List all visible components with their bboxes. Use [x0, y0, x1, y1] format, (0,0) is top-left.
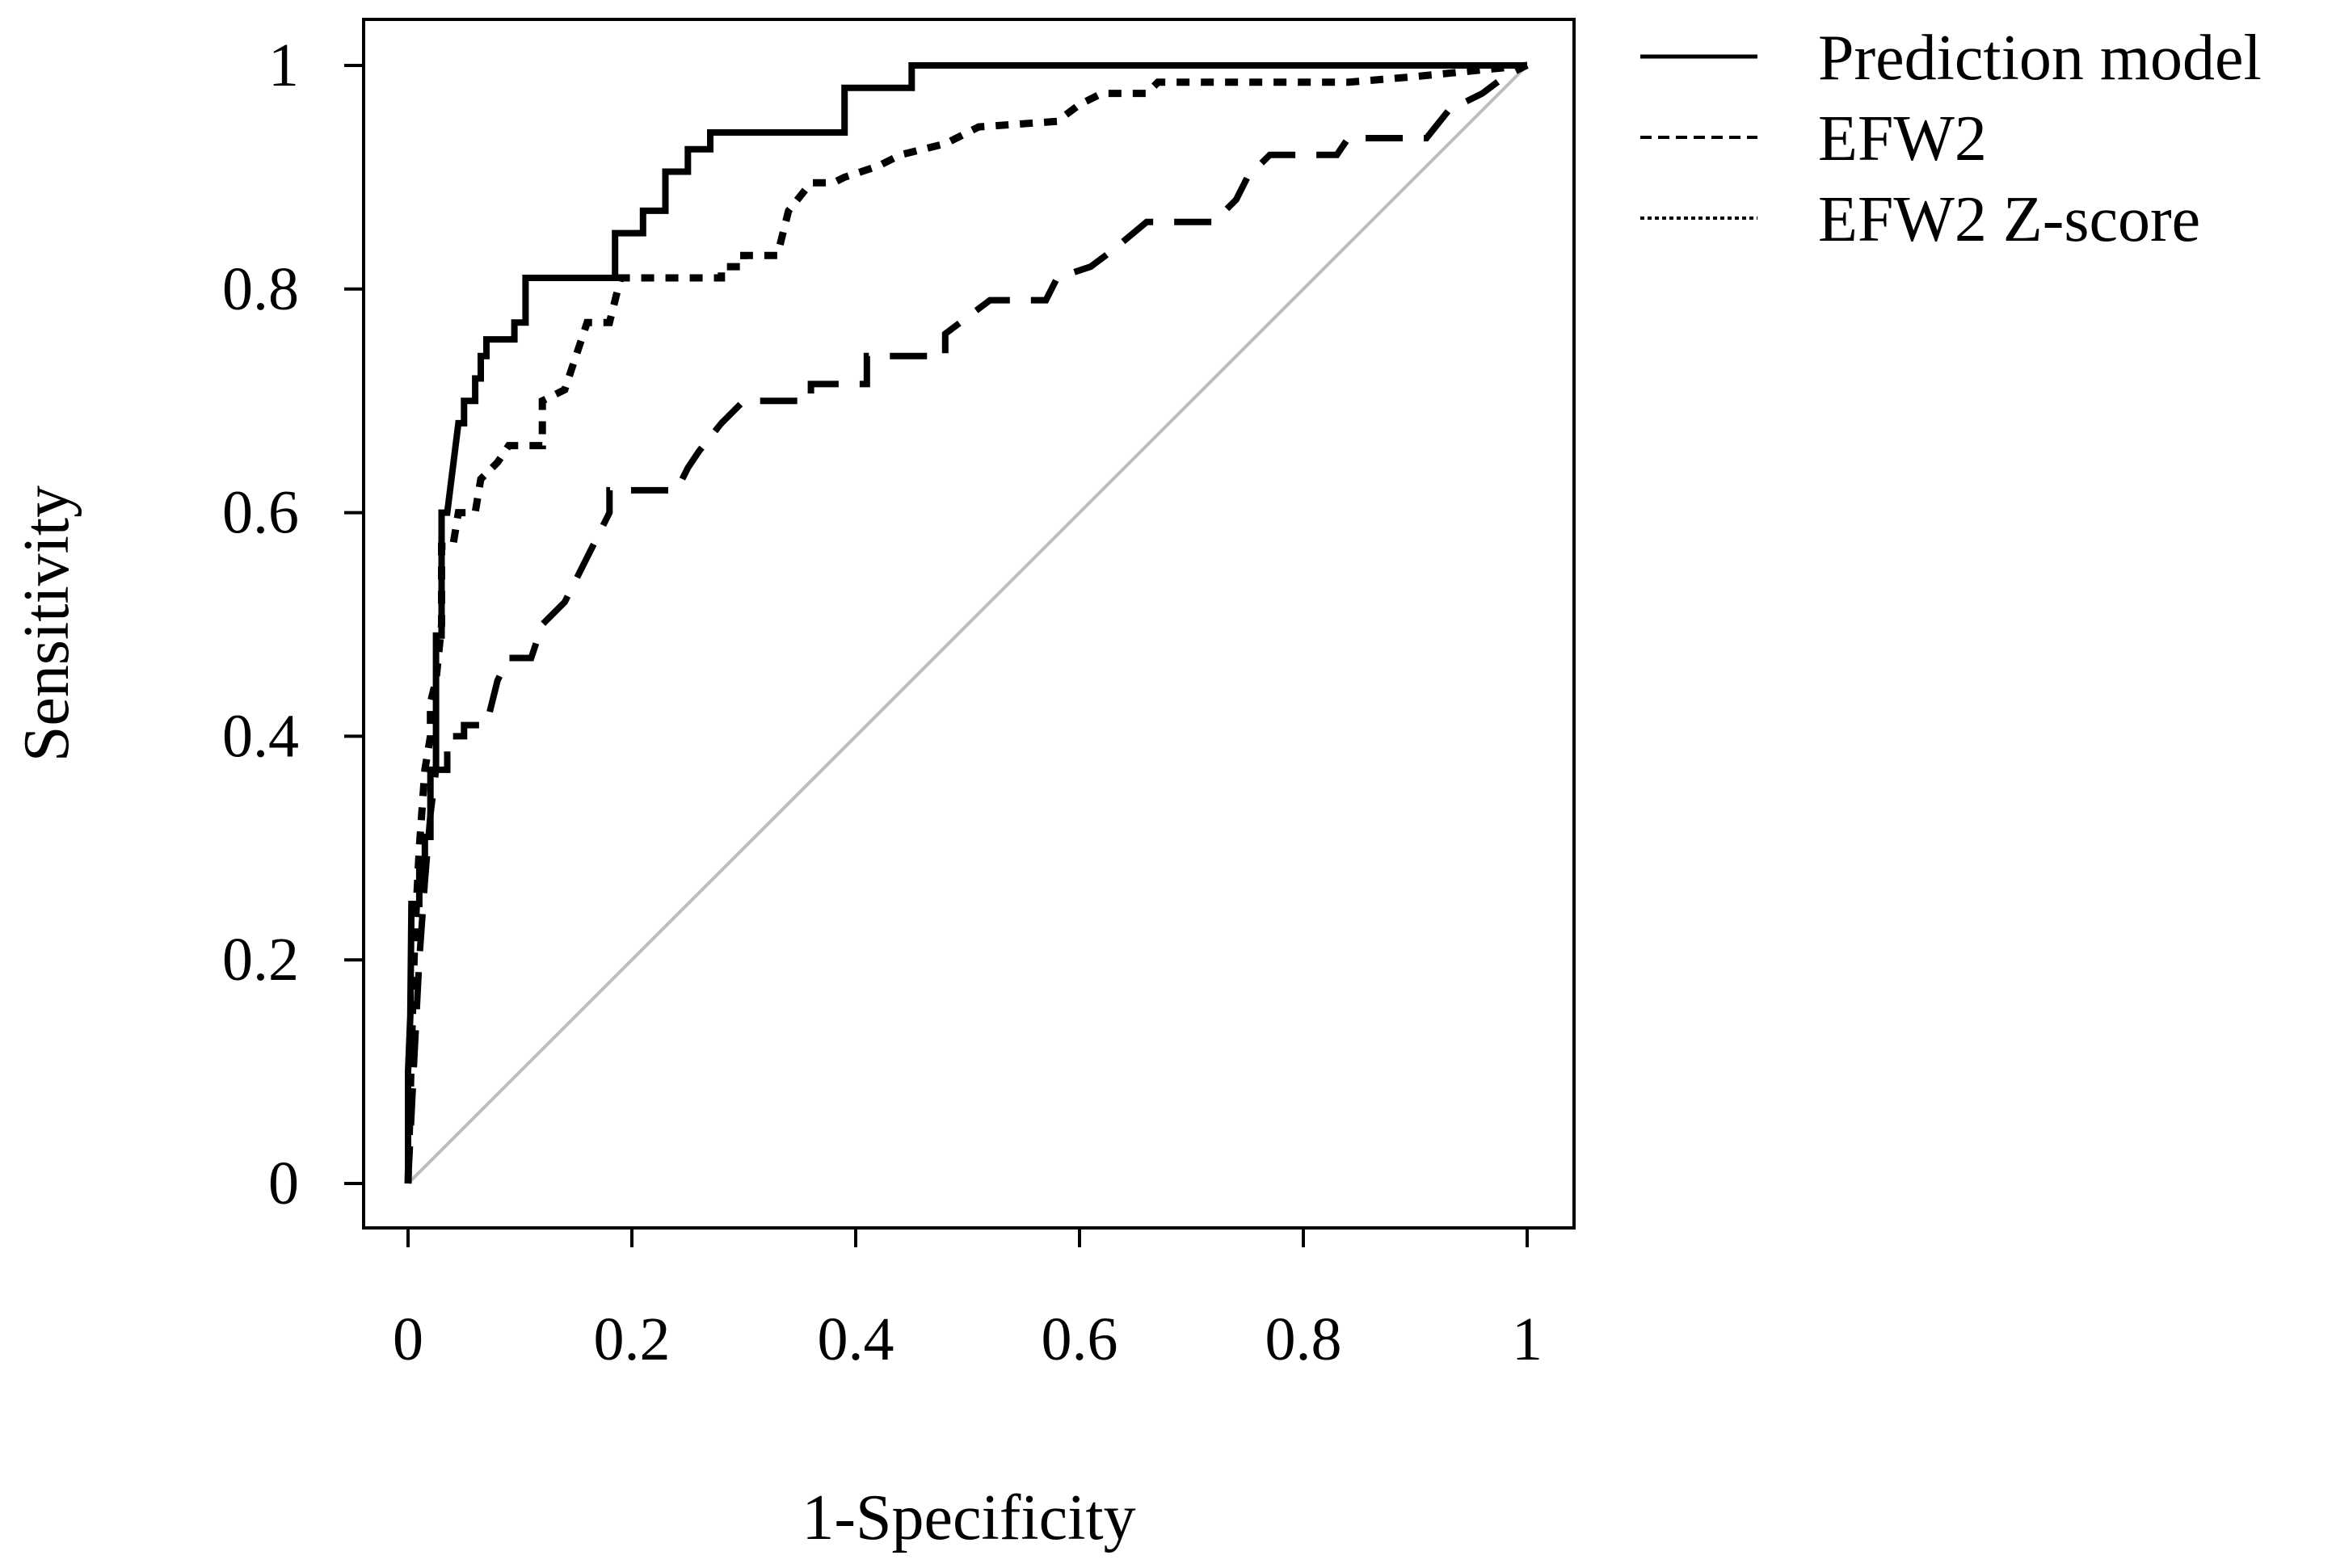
- x-tick-label: 0: [393, 1305, 423, 1373]
- legend-label-3: EFW2 Z-score: [1818, 184, 2200, 255]
- series-line-3: [404, 61, 1528, 1184]
- series-layer: [404, 61, 1529, 1184]
- x-axis: 0 0.2 0.4 0.6 0.8 1: [393, 1228, 1543, 1373]
- x-tick-label: 1: [1512, 1305, 1543, 1373]
- y-tick-label: 1: [268, 32, 299, 99]
- reference-line: [406, 64, 1529, 1185]
- y-axis: 0 0.2 0.4 0.6 0.8 1: [222, 32, 364, 1217]
- y-tick-label: 0.6: [222, 479, 299, 547]
- y-tick-label: 0: [268, 1150, 299, 1217]
- x-tick-label: 0.8: [1265, 1305, 1342, 1373]
- y-tick-label: 0.4: [222, 702, 299, 770]
- x-tick-label: 0.6: [1042, 1305, 1118, 1373]
- legend-label-2: EFW2: [1818, 103, 1987, 174]
- legend-label-1: Prediction model: [1818, 23, 2262, 94]
- x-tick-label: 0.4: [818, 1305, 894, 1373]
- x-axis-label: 1-Specificity: [802, 1482, 1135, 1553]
- legend: Prediction model EFW2 EFW2 Z-score: [1640, 23, 2262, 255]
- y-tick-label: 0.8: [222, 255, 299, 323]
- series-line-1: [405, 62, 1527, 1183]
- y-axis-label: Sensitivity: [11, 486, 82, 762]
- series-line-2: [405, 62, 1529, 1184]
- y-tick-label: 0.2: [222, 926, 299, 994]
- x-tick-label: 0.2: [594, 1305, 671, 1373]
- plot-frame: [362, 18, 1576, 1230]
